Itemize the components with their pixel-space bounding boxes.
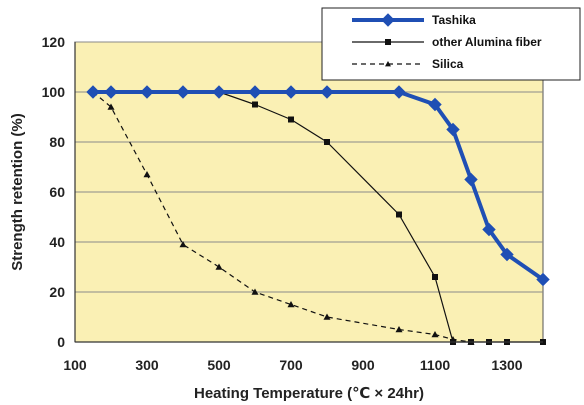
y-tick-label: 100 [42,84,66,100]
data-point-silica [143,171,151,178]
y-axis-title: Strength retention (%) [9,113,26,271]
data-point-silica [431,331,439,338]
x-tick-label: 300 [135,357,159,373]
legend-marker-silica [385,61,391,67]
data-point-tashika [284,85,298,99]
series-layer [86,85,550,345]
y-tick-label: 120 [42,34,66,50]
data-point-silica [323,313,331,320]
data-point-silica [215,263,223,270]
data-point-tashika [464,172,478,187]
data-point-other-alumina-fiber [288,116,294,123]
y-tick-label: 80 [49,134,65,150]
x-tick-label: 1100 [420,357,451,373]
data-point-tashika [428,97,442,112]
y-tick-label: 0 [57,334,65,350]
x-tick-label: 1300 [491,357,522,373]
y-tick-label: 40 [49,234,65,250]
data-point-silica [287,301,295,308]
data-point-tashika [500,247,514,262]
x-tick-label: 700 [279,357,303,373]
data-point-other-alumina-fiber [252,101,258,108]
data-point-silica [395,326,403,333]
legend-marker-tashika [381,13,395,27]
axes: 0 20 40 60 80 100 120 100 300 500 700 900 1100 1300 [42,34,543,373]
data-point-tashika [536,272,550,287]
data-point-silica [107,103,115,110]
data-point-tashika [176,85,190,99]
legend: Tashika other Alumina fiber Silica [321,7,581,81]
data-point-tashika [104,85,118,99]
data-point-silica [179,241,187,248]
data-point-other-alumina-fiber [324,139,330,145]
data-point-tashika [482,222,496,237]
data-point-other-alumina-fiber [396,211,402,218]
x-tick-label: 100 [63,357,87,373]
x-tick-label: 900 [351,357,375,373]
data-point-tashika [212,85,226,99]
data-point-tashika [140,85,154,99]
legend-marker-other-alumina-fiber [385,39,391,45]
data-point-tashika [320,85,334,99]
data-point-silica [251,288,259,295]
data-point-tashika [446,122,460,137]
data-point-tashika [392,85,406,99]
y-tick-label: 20 [49,284,65,300]
data-point-tashika [248,85,262,99]
data-point-tashika [86,85,100,99]
legend-label-silica: Silica [432,57,464,71]
x-axis-title: Heating Temperature (℃ × 24hr) [194,385,424,402]
x-tick-label: 500 [207,357,231,373]
legend-label-other-alumina-fiber: other Alumina fiber [432,35,542,49]
data-point-other-alumina-fiber [432,274,438,280]
y-tick-label: 60 [49,184,65,200]
series-line-silica [92,91,472,343]
legend-label-tashika: Tashika [432,13,476,27]
